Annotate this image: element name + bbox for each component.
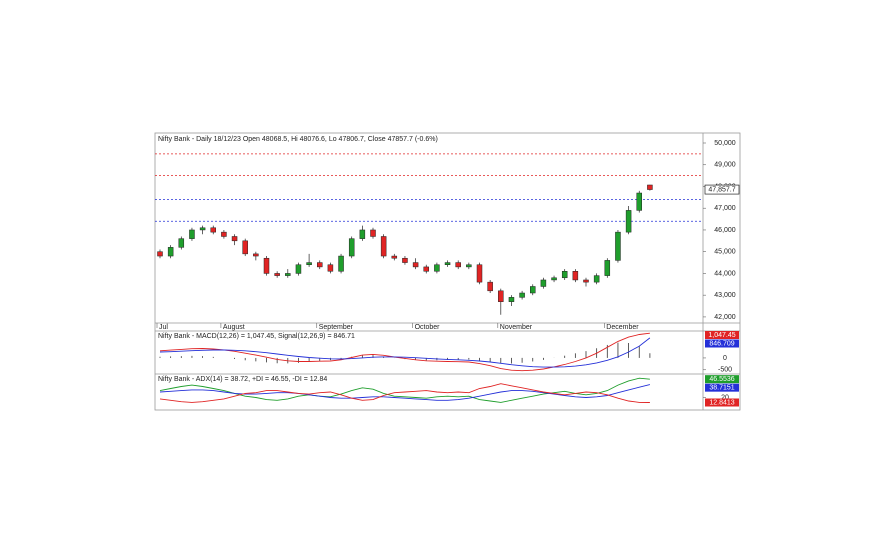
candle-body: [572, 271, 579, 281]
last-price-label: 47,857.7: [708, 186, 735, 193]
candle-body: [285, 273, 291, 276]
y-tick-label: 43,000: [714, 292, 736, 299]
candle-body: [434, 264, 440, 272]
candle-body: [561, 271, 568, 279]
candle-body: [242, 240, 248, 255]
value-label: 1,047.45: [708, 332, 735, 339]
chart-frame: [154, 132, 741, 411]
indicator-line: [159, 377, 650, 403]
y-tick-label: 50,000: [714, 140, 736, 147]
candle-body: [380, 236, 387, 257]
x-tick-label: August: [223, 324, 245, 331]
y-tick-label: 47,000: [714, 205, 736, 212]
y-tick-label: 49,000: [714, 162, 736, 169]
candle-body: [221, 231, 227, 237]
x-tick-label: October: [415, 324, 441, 331]
candle-body: [476, 264, 483, 283]
last-price-box: [704, 184, 740, 195]
candle-body: [157, 251, 163, 257]
candle-body: [593, 275, 600, 283]
candle-body: [466, 264, 472, 268]
value-label: 846.709: [709, 340, 734, 347]
indicator-line: [159, 384, 651, 401]
candle-body: [647, 184, 653, 190]
indicator-line: [159, 332, 650, 372]
candle-body: [348, 238, 355, 257]
candle-body: [359, 229, 366, 239]
candle-body: [295, 264, 302, 274]
candle-body: [274, 273, 280, 276]
y-tick-label: 46,000: [714, 227, 736, 234]
candle-body: [263, 257, 270, 274]
y-tick-label: -500: [718, 367, 732, 374]
chart-title: Nifty Bank - Daily 18/12/23 Open 48068.5…: [158, 136, 438, 143]
x-tick-label: Jul: [159, 324, 168, 331]
value-label: 12.8413: [709, 399, 734, 406]
y-tick-label: 44,000: [714, 270, 736, 277]
candle-body: [583, 279, 589, 283]
candle-body: [455, 262, 461, 268]
candle-body: [508, 297, 515, 302]
value-label-box: [705, 375, 739, 384]
candle-body: [615, 231, 621, 261]
candle-body: [423, 266, 429, 272]
y-tick-label: 20: [721, 394, 729, 401]
candle-body: [444, 262, 451, 265]
value-label-box: [705, 331, 739, 339]
value-label-box: [705, 339, 739, 348]
value-label-box: [705, 383, 739, 392]
candle-body: [327, 264, 334, 272]
candle-body: [540, 279, 547, 287]
indicator-line: [159, 383, 650, 403]
candle-body: [370, 229, 376, 237]
candle-body: [402, 257, 408, 263]
candle-body: [604, 260, 611, 276]
indicator-line: [159, 337, 651, 368]
macd-title: Nifty Bank - MACD(12,26) = 1,047.45, Sig…: [158, 333, 355, 340]
adx-title: Nifty Bank - ADX(14) = 38.72, +DI = 46.5…: [158, 376, 327, 383]
candle-body: [167, 247, 174, 257]
candle-body: [551, 277, 557, 281]
candle-body: [338, 255, 344, 272]
x-tick-label: December: [606, 324, 639, 331]
x-tick-label: November: [500, 324, 533, 331]
candle-body: [498, 290, 504, 302]
candle-body: [412, 262, 419, 268]
x-tick-label: September: [319, 324, 354, 331]
y-tick-label: 42,000: [714, 314, 736, 321]
value-label: 46.5536: [709, 376, 734, 383]
value-label-box: [705, 398, 739, 407]
candle-body: [487, 281, 493, 292]
candle-body: [253, 253, 259, 257]
candle-body: [636, 192, 642, 211]
candle-body: [317, 262, 323, 268]
candle-body: [306, 262, 312, 265]
candle-body: [199, 227, 206, 231]
value-label: 38.7151: [709, 385, 734, 392]
candle-body: [530, 286, 536, 294]
candle-body: [178, 238, 185, 248]
candle-body: [210, 227, 216, 233]
candle-body: [189, 229, 195, 239]
candle-body: [519, 292, 525, 298]
candle-body: [625, 210, 632, 233]
candle-body: [391, 255, 398, 259]
y-tick-label: 45,000: [714, 249, 736, 256]
y-tick-label: 0: [723, 355, 727, 362]
candle-body: [231, 236, 238, 242]
